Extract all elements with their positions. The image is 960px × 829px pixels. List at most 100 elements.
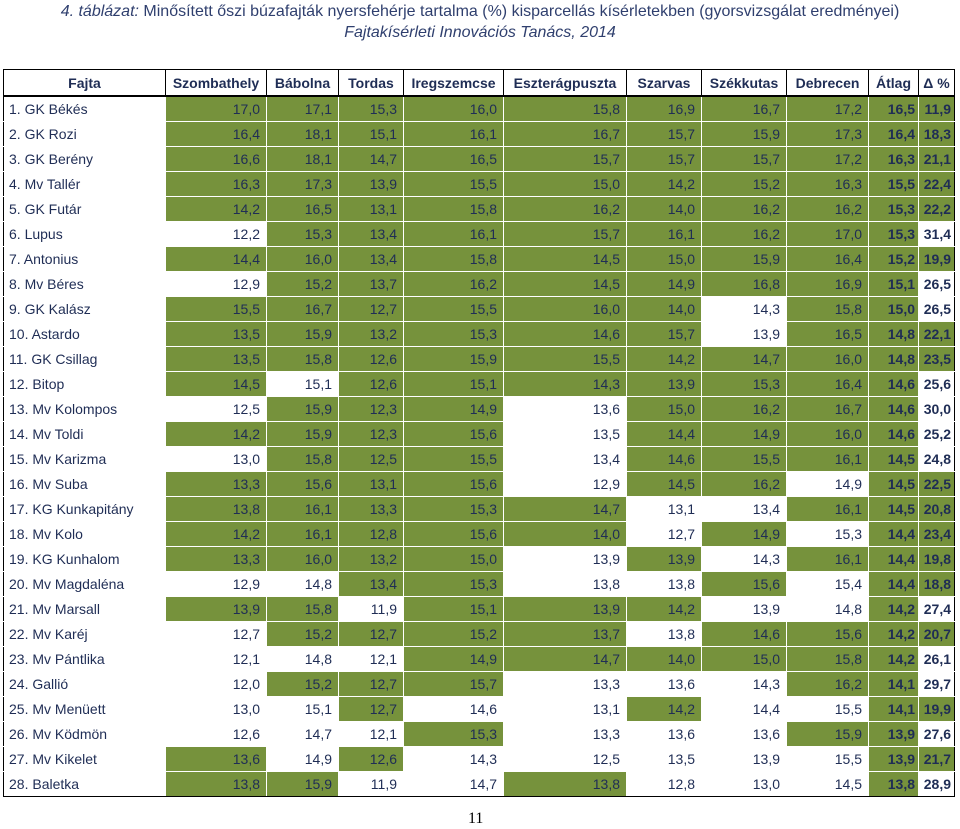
location-value-cell: 12,6 bbox=[338, 746, 404, 772]
location-value-cell: 14,7 bbox=[503, 646, 627, 672]
location-value-cell: 16,1 bbox=[403, 221, 504, 247]
location-value-cell: 12,8 bbox=[338, 521, 404, 547]
location-value-cell: 16,1 bbox=[786, 496, 869, 522]
location-value-cell: 14,2 bbox=[626, 596, 702, 622]
location-value-cell: 15,5 bbox=[165, 296, 267, 322]
location-value-cell: 13,4 bbox=[701, 496, 787, 522]
location-value-cell: 16,1 bbox=[626, 221, 702, 247]
location-value-cell: 14,3 bbox=[701, 671, 787, 697]
location-value-cell: 12,9 bbox=[165, 571, 267, 597]
location-value-cell: 13,9 bbox=[701, 596, 787, 622]
location-value-cell: 15,8 bbox=[786, 296, 869, 322]
delta-percent-cell: 22,1 bbox=[918, 321, 955, 347]
location-value-cell: 13,3 bbox=[338, 496, 404, 522]
location-value-cell: 14,3 bbox=[503, 371, 627, 397]
location-value-cell: 15,2 bbox=[266, 271, 339, 297]
location-value-cell: 16,6 bbox=[165, 146, 267, 172]
location-value-cell: 12,0 bbox=[165, 671, 267, 697]
location-value-cell: 13,8 bbox=[626, 621, 702, 647]
delta-percent-cell: 26,5 bbox=[918, 296, 955, 322]
location-value-cell: 13,9 bbox=[701, 746, 787, 772]
location-value-cell: 13,4 bbox=[338, 571, 404, 597]
variety-name: 25. Mv Menüett bbox=[3, 696, 166, 722]
delta-percent-cell: 25,6 bbox=[918, 371, 955, 397]
location-value-cell: 12,7 bbox=[338, 296, 404, 322]
location-value-cell: 15,6 bbox=[266, 471, 339, 497]
location-value-cell: 16,9 bbox=[786, 271, 869, 297]
variety-name: 5. GK Futár bbox=[3, 196, 166, 222]
location-value-cell: 15,3 bbox=[403, 571, 504, 597]
variety-name: 4. Mv Tallér bbox=[3, 171, 166, 197]
location-value-cell: 15,5 bbox=[403, 171, 504, 197]
location-value-cell: 16,0 bbox=[266, 546, 339, 572]
location-value-cell: 16,2 bbox=[786, 196, 869, 222]
location-value-cell: 13,8 bbox=[626, 571, 702, 597]
location-value-cell: 12,7 bbox=[338, 696, 404, 722]
location-value-cell: 15,2 bbox=[403, 621, 504, 647]
location-value-cell: 15,7 bbox=[503, 221, 627, 247]
delta-percent-cell: 31,4 bbox=[918, 221, 955, 247]
caption-line: 4. táblázat: Minősített őszi búzafajták … bbox=[0, 0, 960, 22]
location-value-cell: 15,3 bbox=[701, 371, 787, 397]
location-value-cell: 15,8 bbox=[786, 646, 869, 672]
column-header: Tordas bbox=[338, 69, 404, 97]
variety-name: 24. Gallió bbox=[3, 671, 166, 697]
variety-name: 27. Mv Kikelet bbox=[3, 746, 166, 772]
location-value-cell: 12,1 bbox=[338, 646, 404, 672]
location-value-cell: 15,1 bbox=[403, 596, 504, 622]
location-value-cell: 14,3 bbox=[701, 296, 787, 322]
location-value-cell: 14,9 bbox=[626, 271, 702, 297]
location-value-cell: 15,8 bbox=[266, 446, 339, 472]
delta-percent-cell: 11,9 bbox=[918, 95, 955, 122]
location-value-cell: 15,2 bbox=[701, 171, 787, 197]
location-value-cell: 13,0 bbox=[165, 446, 267, 472]
location-value-cell: 12,5 bbox=[165, 396, 267, 422]
location-value-cell: 16,4 bbox=[165, 121, 267, 147]
delta-percent-cell: 25,2 bbox=[918, 421, 955, 447]
location-value-cell: 16,3 bbox=[165, 171, 267, 197]
average-cell: 14,8 bbox=[868, 346, 919, 372]
location-value-cell: 15,7 bbox=[403, 671, 504, 697]
location-value-cell: 14,5 bbox=[786, 771, 869, 797]
column-header: Δ % bbox=[918, 69, 955, 97]
average-cell: 14,6 bbox=[868, 371, 919, 397]
location-value-cell: 15,5 bbox=[786, 696, 869, 722]
location-value-cell: 15,6 bbox=[403, 521, 504, 547]
protein-table: Fajta Szombathely Bábolna Tordas Iregszemcse… bbox=[3, 69, 955, 797]
location-value-cell: 13,0 bbox=[165, 696, 267, 722]
location-value-cell: 17,3 bbox=[786, 121, 869, 147]
location-value-cell: 15,7 bbox=[503, 146, 627, 172]
location-value-cell: 12,9 bbox=[165, 271, 267, 297]
average-cell: 14,4 bbox=[868, 521, 919, 547]
location-value-cell: 16,1 bbox=[266, 496, 339, 522]
variety-name: 13. Mv Kolompos bbox=[3, 396, 166, 422]
location-value-cell: 15,3 bbox=[403, 721, 504, 747]
location-value-cell: 13,2 bbox=[338, 321, 404, 347]
table-row: 6. Lupus 12,2 15,3 13,4 16,1 15,7 16,1 16,2 17,0… bbox=[3, 221, 955, 247]
location-value-cell: 14,4 bbox=[701, 696, 787, 722]
table-row: 3. GK Berény 16,6 18,1 14,7 16,5 15,7 15,7 15,7… bbox=[3, 146, 955, 172]
location-value-cell: 15,8 bbox=[266, 596, 339, 622]
column-header: Bábolna bbox=[266, 69, 339, 97]
location-value-cell: 14,5 bbox=[626, 471, 702, 497]
delta-percent-cell: 20,7 bbox=[918, 621, 955, 647]
location-value-cell: 14,4 bbox=[626, 421, 702, 447]
table-row: 9. GK Kalász 15,5 16,7 12,7 15,5 16,0 14,0 14,3… bbox=[3, 296, 955, 322]
location-value-cell: 16,2 bbox=[701, 471, 787, 497]
delta-percent-cell: 22,2 bbox=[918, 196, 955, 222]
caption-text: Minősített őszi búzafajták nyersfehérje … bbox=[143, 3, 900, 20]
location-value-cell: 16,1 bbox=[403, 121, 504, 147]
location-value-cell: 14,7 bbox=[338, 146, 404, 172]
location-value-cell: 17,1 bbox=[266, 95, 339, 122]
variety-name: 1. GK Békés bbox=[3, 95, 166, 122]
location-value-cell: 14,7 bbox=[266, 721, 339, 747]
location-value-cell: 14,7 bbox=[403, 771, 504, 797]
average-cell: 14,5 bbox=[868, 446, 919, 472]
location-value-cell: 14,0 bbox=[626, 196, 702, 222]
variety-name: 11. GK Csillag bbox=[3, 346, 166, 372]
column-header: Iregszemcse bbox=[403, 69, 504, 97]
location-value-cell: 15,7 bbox=[626, 321, 702, 347]
location-value-cell: 14,0 bbox=[626, 296, 702, 322]
variety-name: 28. Baletka bbox=[3, 771, 166, 797]
average-cell: 16,4 bbox=[868, 121, 919, 147]
